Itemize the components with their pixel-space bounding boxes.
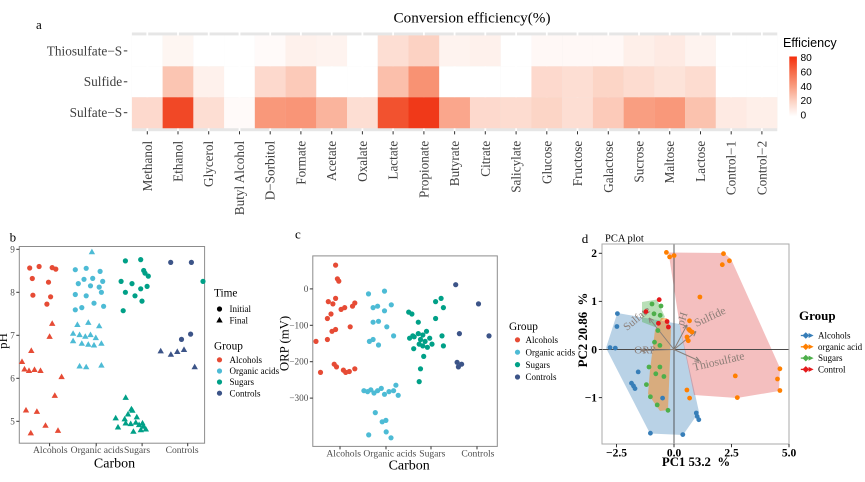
svg-text:organic acid: organic acid <box>818 342 863 352</box>
svg-text:Control: Control <box>818 365 846 375</box>
svg-text:Time: Time <box>214 288 237 300</box>
svg-text:Group: Group <box>214 341 243 353</box>
svg-text:Carbon: Carbon <box>389 459 430 474</box>
svg-text:Citrate: Citrate <box>478 141 493 177</box>
svg-text:Formate: Formate <box>293 141 308 185</box>
svg-text:7: 7 <box>10 330 15 340</box>
svg-text:pH: pH <box>0 333 10 349</box>
svg-text:1: 1 <box>591 296 597 308</box>
svg-text:Alcohols: Alcohols <box>326 448 361 459</box>
svg-text:PC2 20.86 %: PC2 20.86 % <box>576 293 590 368</box>
svg-text:Sugars: Sugars <box>818 353 843 363</box>
svg-text:80: 80 <box>801 53 813 64</box>
svg-text:Controls: Controls <box>461 448 494 459</box>
svg-text:Glycerol: Glycerol <box>201 140 216 186</box>
svg-text:−100: −100 <box>289 320 308 330</box>
svg-text:9: 9 <box>10 244 15 254</box>
svg-text:0: 0 <box>801 110 807 121</box>
svg-text:d: d <box>582 231 589 246</box>
svg-text:PC1 53.2 %: PC1 53.2 % <box>662 455 730 469</box>
svg-text:c: c <box>295 227 301 242</box>
svg-text:Glucose: Glucose <box>539 141 554 184</box>
svg-text:Alcohols: Alcohols <box>526 335 559 345</box>
svg-text:Controls: Controls <box>526 372 558 382</box>
svg-text:0: 0 <box>304 284 309 294</box>
svg-text:PCA plot: PCA plot <box>605 234 644 245</box>
svg-text:Organic acids: Organic acids <box>526 347 576 357</box>
svg-text:Alcohols: Alcohols <box>230 355 263 365</box>
svg-text:Organic acids: Organic acids <box>363 448 416 459</box>
svg-text:Galactose: Galactose <box>601 141 616 193</box>
svg-text:Organic acids: Organic acids <box>230 366 280 376</box>
svg-text:ORP (mV): ORP (mV) <box>278 316 292 371</box>
svg-text:ORP: ORP <box>634 345 655 357</box>
svg-text:−300: −300 <box>289 393 308 403</box>
svg-text:−2.5: −2.5 <box>606 448 627 460</box>
svg-text:0: 0 <box>591 344 597 356</box>
svg-text:2: 2 <box>591 248 597 260</box>
svg-text:2.5: 2.5 <box>724 448 739 460</box>
svg-text:Lactate: Lactate <box>386 141 401 180</box>
svg-text:0.0: 0.0 <box>667 448 682 460</box>
svg-text:Group: Group <box>799 308 836 323</box>
svg-text:Acetate: Acetate <box>324 141 339 181</box>
svg-text:Salicylate: Salicylate <box>509 141 524 193</box>
svg-text:Oxalate: Oxalate <box>355 141 370 182</box>
svg-text:60: 60 <box>801 68 813 79</box>
svg-text:Carbon: Carbon <box>94 457 135 472</box>
svg-text:Sucrose: Sucrose <box>632 141 647 183</box>
svg-text:Control−2: Control−2 <box>754 141 769 195</box>
svg-text:Lactose: Lactose <box>693 141 708 182</box>
svg-text:b: b <box>10 230 17 245</box>
svg-text:Butyrate: Butyrate <box>447 141 462 187</box>
svg-text:pH: pH <box>675 311 691 328</box>
svg-text:Fructose: Fructose <box>570 141 585 187</box>
svg-text:Controls: Controls <box>166 445 199 456</box>
svg-text:Butyl Alcohol: Butyl Alcohol <box>232 140 247 215</box>
svg-text:Sugars: Sugars <box>124 445 150 456</box>
svg-text:Propionate: Propionate <box>416 141 431 198</box>
svg-text:Sulfate−S: Sulfate−S <box>70 105 123 120</box>
svg-text:Sulfide: Sulfide <box>84 74 123 89</box>
svg-text:Thiosulfate−S: Thiosulfate−S <box>47 43 122 58</box>
svg-text:Initial: Initial <box>230 304 252 314</box>
svg-text:5.0: 5.0 <box>782 448 797 460</box>
svg-text:D−Sorbitol: D−Sorbitol <box>263 140 278 200</box>
svg-text:Sugars: Sugars <box>419 448 445 459</box>
svg-text:Conversion efficiency(%): Conversion efficiency(%) <box>393 10 550 27</box>
svg-text:5: 5 <box>10 416 15 426</box>
svg-text:a: a <box>36 17 42 32</box>
svg-text:Alcohols: Alcohols <box>818 331 851 341</box>
svg-text:Sugars: Sugars <box>230 377 255 387</box>
svg-text:Maltose: Maltose <box>662 141 677 184</box>
svg-text:−200: −200 <box>289 357 308 367</box>
svg-text:Group: Group <box>509 321 538 333</box>
svg-text:−1: −1 <box>585 392 598 404</box>
svg-text:Efficiency: Efficiency <box>783 36 837 50</box>
svg-text:20: 20 <box>801 96 813 107</box>
svg-text:8: 8 <box>10 287 15 297</box>
svg-text:Control−1: Control−1 <box>724 141 739 195</box>
svg-text:Ethanol: Ethanol <box>171 140 186 181</box>
svg-text:6: 6 <box>10 373 15 383</box>
svg-text:40: 40 <box>801 82 813 93</box>
svg-text:Alcohols: Alcohols <box>33 445 68 456</box>
svg-text:Controls: Controls <box>230 388 262 398</box>
svg-text:Sugars: Sugars <box>526 360 551 370</box>
svg-text:Final: Final <box>230 316 249 326</box>
svg-text:Methanol: Methanol <box>140 140 155 191</box>
svg-text:Organic acids: Organic acids <box>71 445 124 456</box>
